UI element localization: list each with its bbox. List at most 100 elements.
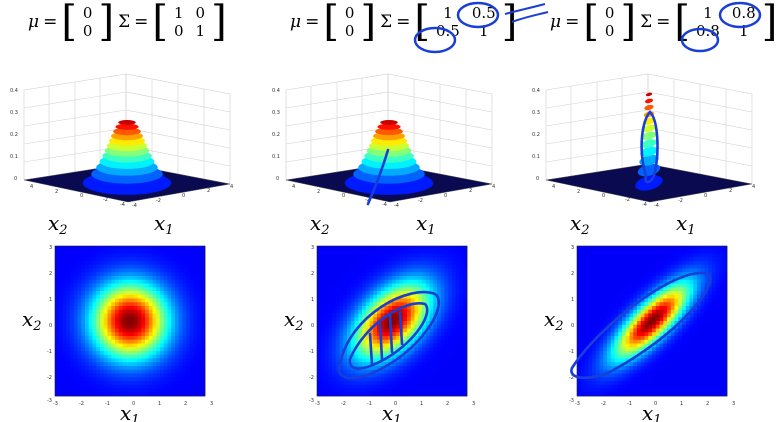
heatmap-cell bbox=[399, 268, 404, 273]
heatmap-cell bbox=[156, 358, 161, 363]
heatmap-cell bbox=[640, 279, 645, 284]
heatmap-cell bbox=[418, 313, 423, 318]
heatmap-cell bbox=[328, 328, 333, 333]
heatmap-cell bbox=[175, 366, 180, 371]
heatmap-cell bbox=[704, 324, 709, 329]
heatmap-cell bbox=[708, 294, 713, 299]
heatmap-cell bbox=[77, 328, 82, 333]
heatmap-cell bbox=[652, 321, 657, 326]
heatmap-cell bbox=[103, 287, 108, 292]
heatmap-cell bbox=[407, 253, 412, 258]
heatmap-cell bbox=[332, 384, 337, 389]
heatmap-cell bbox=[115, 246, 120, 251]
heatmap-cell bbox=[463, 302, 468, 307]
heatmap-cell bbox=[403, 302, 408, 307]
heatmap-cell bbox=[429, 339, 434, 344]
contour-plot: x2 3 2 1 0 -1 -2 -3 -3 -2 -1 0 1 2 3 x1 bbox=[22, 245, 213, 422]
heatmap-cell bbox=[66, 261, 71, 266]
heatmap-cell bbox=[648, 268, 653, 273]
heatmap-cell bbox=[678, 324, 683, 329]
heatmap-cell bbox=[444, 381, 449, 386]
heatmap-cell bbox=[130, 339, 135, 344]
heatmap-cell bbox=[317, 294, 322, 299]
heatmap-cell bbox=[584, 272, 589, 277]
heatmap-cell bbox=[137, 276, 142, 281]
heatmap-cell bbox=[388, 268, 393, 273]
heatmap-cell bbox=[373, 332, 378, 337]
heatmap-cell bbox=[354, 332, 359, 337]
heatmap-cell bbox=[197, 362, 202, 367]
heatmap-cell bbox=[414, 347, 419, 352]
heatmap-cell bbox=[452, 369, 457, 374]
heatmap-cell bbox=[148, 384, 153, 389]
heatmap-cell bbox=[190, 291, 195, 296]
heatmap-cell bbox=[122, 249, 127, 254]
heatmap-cell bbox=[92, 294, 97, 299]
heatmap-cell bbox=[350, 261, 355, 266]
heatmap-cell bbox=[384, 321, 389, 326]
heatmap-cell bbox=[81, 388, 86, 393]
heatmap-cell bbox=[324, 313, 329, 318]
heatmap-cell bbox=[448, 317, 453, 322]
heatmap-cell bbox=[365, 294, 370, 299]
heatmap-cell bbox=[58, 257, 63, 262]
heatmap-cell bbox=[362, 249, 367, 254]
heatmap-cell bbox=[644, 261, 649, 266]
heatmap-cell bbox=[437, 261, 442, 266]
heatmap-cell bbox=[595, 381, 600, 386]
heatmap-cell bbox=[197, 381, 202, 386]
heatmap-cell bbox=[433, 373, 438, 378]
heatmap-cell bbox=[103, 264, 108, 269]
heatmap-cell bbox=[358, 283, 363, 288]
heatmap-cell bbox=[152, 294, 157, 299]
heatmap-cell bbox=[723, 321, 728, 326]
heatmap-cell bbox=[629, 279, 634, 284]
heatmap-cell bbox=[622, 257, 627, 262]
heatmap-cell bbox=[88, 298, 93, 303]
heatmap-cell bbox=[58, 313, 63, 318]
heatmap-cell bbox=[354, 283, 359, 288]
heatmap-cell bbox=[592, 366, 597, 371]
heatmap-cell bbox=[648, 384, 653, 389]
heatmap-cell bbox=[584, 257, 589, 262]
heatmap-cell bbox=[625, 336, 630, 341]
heatmap-cell bbox=[145, 317, 150, 322]
heatmap-cell bbox=[599, 272, 604, 277]
mu-entry: 0 bbox=[82, 4, 93, 22]
heatmap-cell bbox=[444, 298, 449, 303]
heatmap-cell bbox=[365, 264, 370, 269]
heatmap-cell bbox=[719, 369, 724, 374]
heatmap-cell bbox=[160, 298, 165, 303]
surface-plot: 0.4 0.3 0.2 0.1 0 4 2 0 -2 -4 -4 -2 0 2 … bbox=[272, 73, 495, 238]
heatmap-cell bbox=[659, 249, 664, 254]
heatmap-cell bbox=[373, 377, 378, 382]
equals-sign: = bbox=[43, 12, 58, 32]
z-tick: 0.3 bbox=[10, 110, 18, 116]
heatmap-cell bbox=[163, 317, 168, 322]
heatmap-cell bbox=[122, 317, 127, 322]
heatmap-cell bbox=[700, 358, 705, 363]
heatmap-cell bbox=[399, 309, 404, 314]
heatmap-cell bbox=[403, 268, 408, 273]
heatmap-cell bbox=[126, 347, 131, 352]
heatmap-cell bbox=[603, 392, 608, 397]
heatmap-cell bbox=[463, 381, 468, 386]
heatmap-cell bbox=[163, 268, 168, 273]
heatmap-cell bbox=[719, 283, 724, 288]
heatmap-cell bbox=[433, 377, 438, 382]
heatmap-cell bbox=[425, 261, 430, 266]
heatmap-cell bbox=[77, 279, 82, 284]
heatmap-cell bbox=[719, 388, 724, 393]
heatmap-cell bbox=[130, 324, 135, 329]
heatmap-cell bbox=[193, 306, 198, 311]
heatmap-cell bbox=[395, 249, 400, 254]
heatmap-cell bbox=[580, 287, 585, 292]
heatmap-cell bbox=[610, 332, 615, 337]
heatmap-cell bbox=[410, 381, 415, 386]
heatmap-cell bbox=[190, 384, 195, 389]
heatmap-cell bbox=[193, 291, 198, 296]
heatmap-cell bbox=[377, 287, 382, 292]
heatmap-cell bbox=[437, 328, 442, 333]
heatmap-cell bbox=[193, 324, 198, 329]
heatmap-cell bbox=[577, 377, 582, 382]
